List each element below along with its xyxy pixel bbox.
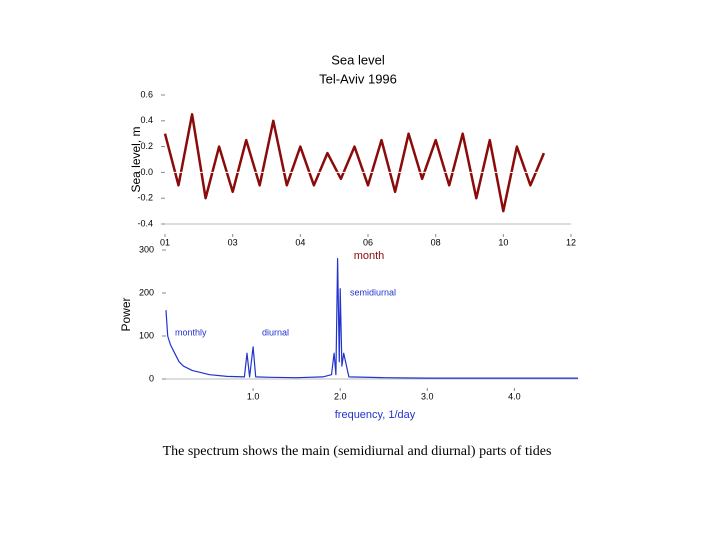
x-axis-title: month bbox=[354, 250, 385, 262]
y-tick-label: 100 bbox=[139, 330, 154, 340]
y-tick-label: 0.6 bbox=[140, 89, 153, 99]
chart-subtitle: Tel-Aviv 1996 bbox=[319, 71, 397, 86]
y-tick-label: -0.4 bbox=[137, 218, 153, 228]
x-tick-label: 06 bbox=[363, 237, 373, 247]
annotation: semidiurnal bbox=[350, 287, 396, 297]
x-tick-label: 03 bbox=[228, 237, 238, 247]
data-line bbox=[165, 258, 578, 379]
annotation: diurnal bbox=[262, 327, 289, 337]
y-tick-label: 200 bbox=[139, 287, 154, 297]
x-tick-label: 2.0 bbox=[334, 391, 347, 401]
y-axis-title: Power bbox=[119, 297, 133, 331]
y-axis-title: Sea level, m bbox=[129, 126, 143, 192]
y-tick-label: 300 bbox=[139, 244, 154, 254]
x-tick-label: 1.0 bbox=[247, 391, 260, 401]
caption: The spectrum shows the main (semidiurnal… bbox=[163, 444, 552, 459]
y-tick-label: -0.2 bbox=[137, 193, 153, 203]
data-line bbox=[163, 113, 546, 213]
y-tick-label: 0.4 bbox=[140, 115, 153, 125]
x-tick-label: 04 bbox=[295, 237, 305, 247]
x-tick-label: 10 bbox=[498, 237, 508, 247]
x-tick-label: 01 bbox=[160, 237, 170, 247]
y-tick-label: 0 bbox=[149, 373, 154, 383]
y-tick-label: 0.2 bbox=[140, 141, 153, 151]
x-tick-label: 08 bbox=[431, 237, 441, 247]
x-tick-label: 12 bbox=[566, 237, 576, 247]
x-axis-title: frequency, 1/day bbox=[335, 409, 416, 421]
x-tick-label: 4.0 bbox=[508, 391, 521, 401]
chart-title: Sea level bbox=[331, 52, 385, 67]
annotation: monthly bbox=[175, 327, 207, 337]
y-tick-label: 0.0 bbox=[140, 167, 153, 177]
x-tick-label: 3.0 bbox=[421, 391, 434, 401]
